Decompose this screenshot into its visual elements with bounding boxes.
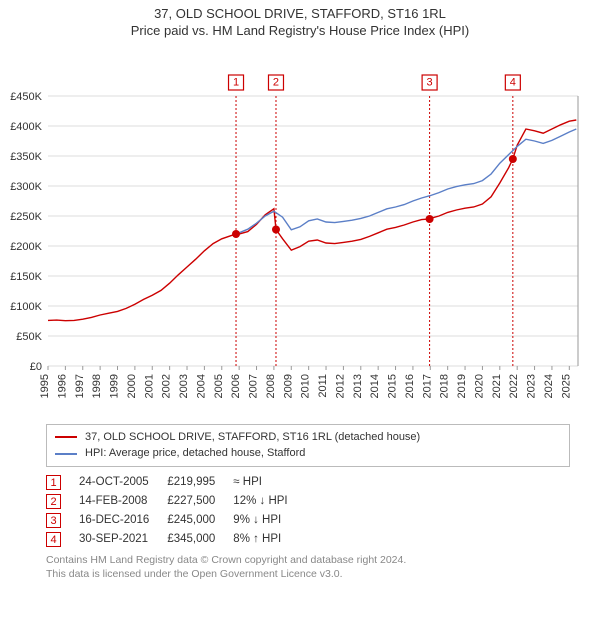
- footer-attribution: Contains HM Land Registry data © Crown c…: [46, 553, 570, 581]
- xtick-label: 2002: [161, 374, 173, 398]
- sale-price: £227,500: [167, 492, 233, 511]
- price-chart: £0 £50K £100K £150K £200K £250K £300K £350K £400…: [0, 40, 600, 420]
- sale-point: [426, 215, 434, 223]
- sale-rel: ≈ HPI: [233, 473, 305, 492]
- xtick-label: 2004: [195, 374, 207, 398]
- table-row: 1 24-OCT-2005£219,995≈ HPI: [46, 473, 306, 492]
- xtick-label: 2023: [526, 374, 538, 398]
- sale-label-num: 1: [233, 76, 239, 88]
- xtick-label: 2008: [265, 374, 277, 398]
- sale-point: [232, 230, 240, 238]
- xtick-label: 1996: [56, 374, 68, 398]
- series-hpi: [236, 129, 576, 234]
- legend: 37, OLD SCHOOL DRIVE, STAFFORD, ST16 1RL…: [46, 424, 570, 467]
- ytick-label: £300K: [10, 181, 42, 193]
- xtick-label: 2024: [543, 374, 555, 398]
- xtick-label: 2003: [178, 374, 190, 398]
- footer-line2: This data is licensed under the Open Gov…: [46, 567, 570, 581]
- xtick-label: 2001: [143, 374, 155, 398]
- xtick-label: 2022: [508, 374, 520, 398]
- ytick-label: £450K: [10, 91, 42, 103]
- table-row: 2 14-FEB-2008£227,50012% ↓ HPI: [46, 492, 306, 511]
- sale-label-num: 4: [510, 76, 516, 88]
- ytick-label: £50K: [16, 331, 42, 343]
- xtick-label: 2020: [473, 374, 485, 398]
- legend-row-property: 37, OLD SCHOOL DRIVE, STAFFORD, ST16 1RL…: [55, 429, 561, 446]
- xtick-label: 1999: [109, 374, 121, 398]
- xtick-label: 2013: [352, 374, 364, 398]
- xtick-label: 2025: [560, 374, 572, 398]
- ytick-label: £350K: [10, 151, 42, 163]
- table-row: 4 30-SEP-2021£345,0008% ↑ HPI: [46, 530, 306, 549]
- title-address: 37, OLD SCHOOL DRIVE, STAFFORD, ST16 1RL: [0, 6, 600, 23]
- xtick-label: 1995: [39, 374, 51, 398]
- sale-price: £245,000: [167, 511, 233, 530]
- xtick-label: 2018: [439, 374, 451, 398]
- sale-date: 16-DEC-2016: [79, 511, 167, 530]
- xtick-label: 2014: [369, 374, 381, 398]
- xtick-label: 1998: [91, 374, 103, 398]
- sale-date: 30-SEP-2021: [79, 530, 167, 549]
- xtick-label: 2011: [317, 374, 329, 398]
- sale-price: £345,000: [167, 530, 233, 549]
- xtick-label: 2006: [230, 374, 242, 398]
- table-row: 3 16-DEC-2016£245,0009% ↓ HPI: [46, 511, 306, 530]
- xtick-label: 2017: [421, 374, 433, 398]
- sale-date: 24-OCT-2005: [79, 473, 167, 492]
- sale-rel: 12% ↓ HPI: [233, 492, 305, 511]
- xtick-label: 2015: [387, 374, 399, 398]
- legend-row-hpi: HPI: Average price, detached house, Staf…: [55, 445, 561, 462]
- xtick-label: 2010: [300, 374, 312, 398]
- legend-swatch-property: [55, 436, 77, 438]
- sale-icon: 2: [46, 494, 61, 509]
- xtick-label: 2009: [282, 374, 294, 398]
- footer-line1: Contains HM Land Registry data © Crown c…: [46, 553, 570, 567]
- sale-icon: 1: [46, 475, 61, 490]
- sale-point: [272, 225, 280, 233]
- sale-rel: 9% ↓ HPI: [233, 511, 305, 530]
- legend-swatch-hpi: [55, 453, 77, 455]
- xtick-label: 2016: [404, 374, 416, 398]
- title-subtitle: Price paid vs. HM Land Registry's House …: [0, 23, 600, 40]
- legend-label-property: 37, OLD SCHOOL DRIVE, STAFFORD, ST16 1RL…: [85, 429, 420, 446]
- legend-label-hpi: HPI: Average price, detached house, Staf…: [85, 445, 305, 462]
- sale-date: 14-FEB-2008: [79, 492, 167, 511]
- ytick-label: £100K: [10, 301, 42, 313]
- sale-rel: 8% ↑ HPI: [233, 530, 305, 549]
- sale-label-num: 2: [273, 76, 279, 88]
- sale-point: [509, 155, 517, 163]
- xtick-label: 2019: [456, 374, 468, 398]
- xtick-label: 2012: [334, 374, 346, 398]
- ytick-label: £150K: [10, 271, 42, 283]
- ytick-label: £200K: [10, 241, 42, 253]
- xtick-label: 2007: [248, 374, 260, 398]
- chart-title-block: 37, OLD SCHOOL DRIVE, STAFFORD, ST16 1RL…: [0, 0, 600, 40]
- xtick-label: 2000: [126, 374, 138, 398]
- sale-label-num: 3: [427, 76, 433, 88]
- sale-icon: 3: [46, 513, 61, 528]
- sales-table: 1 24-OCT-2005£219,995≈ HPI 2 14-FEB-2008£22…: [46, 473, 306, 549]
- xtick-label: 1997: [74, 374, 86, 398]
- ytick-label: £250K: [10, 211, 42, 223]
- xtick-label: 2021: [491, 374, 503, 398]
- ytick-label: £0: [30, 361, 42, 373]
- ytick-label: £400K: [10, 121, 42, 133]
- sale-icon: 4: [46, 532, 61, 547]
- xtick-label: 2005: [213, 374, 225, 398]
- sale-price: £219,995: [167, 473, 233, 492]
